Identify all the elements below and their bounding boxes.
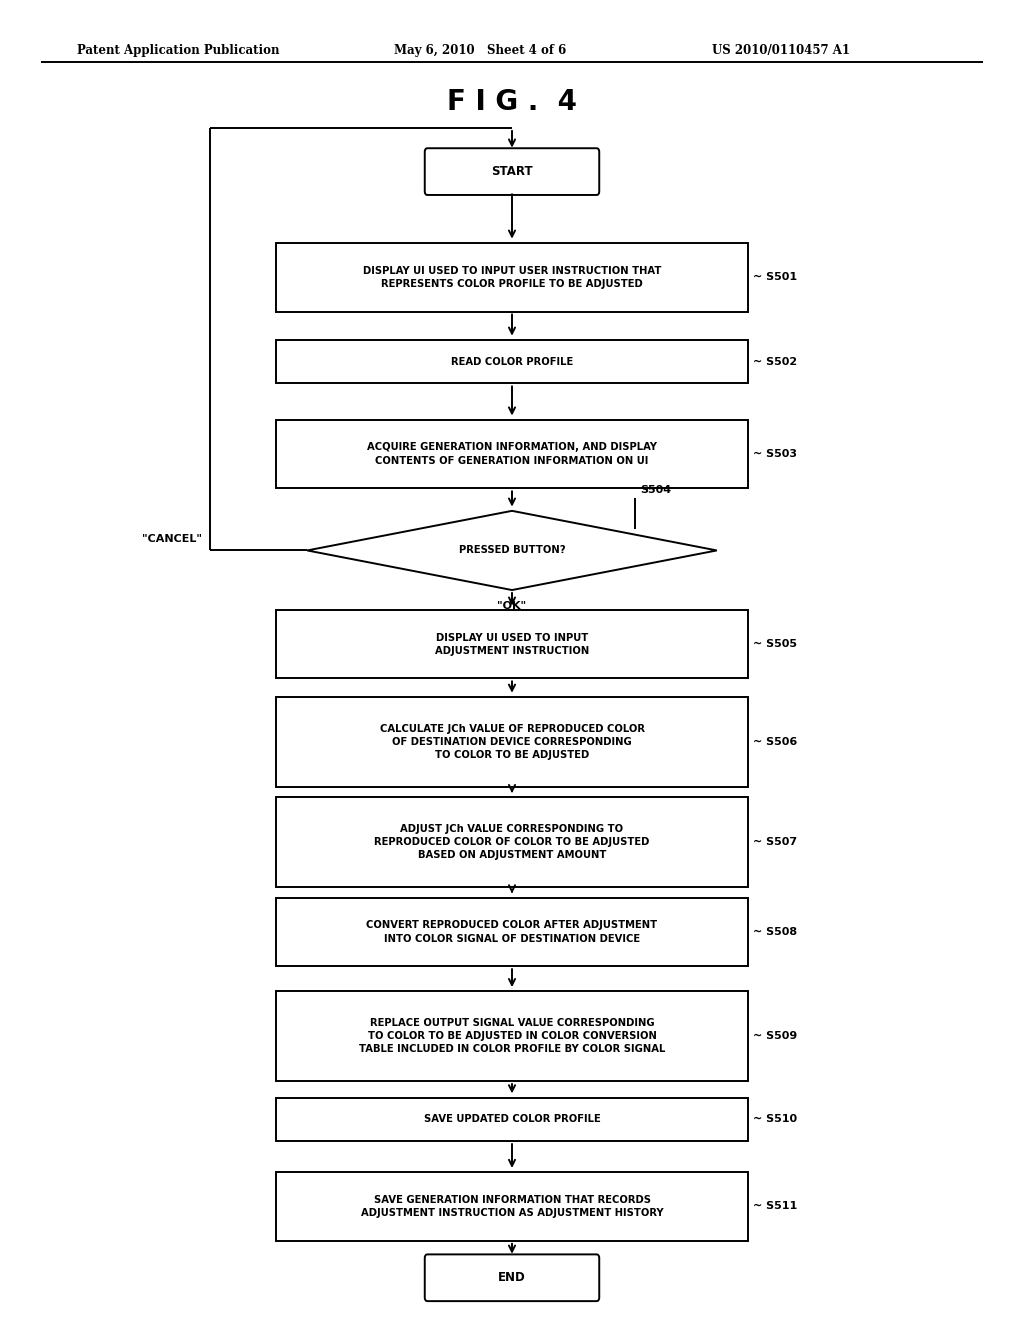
Text: "OK": "OK"	[498, 601, 526, 611]
Text: ~ S502: ~ S502	[753, 356, 797, 367]
Text: US 2010/0110457 A1: US 2010/0110457 A1	[712, 45, 850, 57]
Text: Patent Application Publication: Patent Application Publication	[77, 45, 280, 57]
Bar	[276, 797, 748, 887]
FancyBboxPatch shape	[425, 148, 599, 195]
Text: PRESSED BUTTON?: PRESSED BUTTON?	[459, 545, 565, 556]
Bar	[276, 991, 748, 1081]
Text: May 6, 2010   Sheet 4 of 6: May 6, 2010 Sheet 4 of 6	[394, 45, 566, 57]
Text: ~ S501: ~ S501	[753, 272, 797, 282]
Text: ACQUIRE GENERATION INFORMATION, AND DISPLAY
CONTENTS OF GENERATION INFORMATION O: ACQUIRE GENERATION INFORMATION, AND DISP…	[367, 442, 657, 466]
Text: ~ S510: ~ S510	[753, 1114, 797, 1125]
Bar	[276, 898, 748, 966]
Text: SAVE UPDATED COLOR PROFILE: SAVE UPDATED COLOR PROFILE	[424, 1114, 600, 1125]
Text: S504: S504	[640, 484, 671, 495]
Text: END: END	[498, 1271, 526, 1284]
Bar	[276, 1172, 748, 1241]
Text: ~ S509: ~ S509	[753, 1031, 797, 1041]
Bar	[276, 243, 748, 312]
Bar	[276, 610, 748, 678]
Text: ~ S503: ~ S503	[753, 449, 797, 459]
Bar	[276, 1098, 748, 1140]
Bar	[276, 420, 748, 488]
Text: DISPLAY UI USED TO INPUT USER INSTRUCTION THAT
REPRESENTS COLOR PROFILE TO BE AD: DISPLAY UI USED TO INPUT USER INSTRUCTIO…	[362, 265, 662, 289]
Text: READ COLOR PROFILE: READ COLOR PROFILE	[451, 356, 573, 367]
Bar	[276, 339, 748, 383]
Text: F I G .  4: F I G . 4	[447, 87, 577, 116]
Text: ~ S505: ~ S505	[753, 639, 797, 649]
Polygon shape	[307, 511, 717, 590]
Text: ~ S511: ~ S511	[753, 1201, 797, 1212]
Text: ADJUST JCh VALUE CORRESPONDING TO
REPRODUCED COLOR OF COLOR TO BE ADJUSTED
BASED: ADJUST JCh VALUE CORRESPONDING TO REPROD…	[375, 824, 649, 861]
Text: START: START	[492, 165, 532, 178]
Bar	[276, 697, 748, 787]
Text: "CANCEL": "CANCEL"	[141, 533, 202, 544]
Text: CONVERT REPRODUCED COLOR AFTER ADJUSTMENT
INTO COLOR SIGNAL OF DESTINATION DEVIC: CONVERT REPRODUCED COLOR AFTER ADJUSTMEN…	[367, 920, 657, 944]
FancyBboxPatch shape	[425, 1254, 599, 1302]
Text: SAVE GENERATION INFORMATION THAT RECORDS
ADJUSTMENT INSTRUCTION AS ADJUSTMENT HI: SAVE GENERATION INFORMATION THAT RECORDS…	[360, 1195, 664, 1218]
Text: CALCULATE JCh VALUE OF REPRODUCED COLOR
OF DESTINATION DEVICE CORRESPONDING
TO C: CALCULATE JCh VALUE OF REPRODUCED COLOR …	[380, 723, 644, 760]
Text: ~ S508: ~ S508	[753, 927, 797, 937]
Text: ~ S507: ~ S507	[753, 837, 797, 847]
Text: REPLACE OUTPUT SIGNAL VALUE CORRESPONDING
TO COLOR TO BE ADJUSTED IN COLOR CONVE: REPLACE OUTPUT SIGNAL VALUE CORRESPONDIN…	[358, 1018, 666, 1055]
Text: ~ S506: ~ S506	[753, 737, 797, 747]
Text: DISPLAY UI USED TO INPUT
ADJUSTMENT INSTRUCTION: DISPLAY UI USED TO INPUT ADJUSTMENT INST…	[435, 632, 589, 656]
